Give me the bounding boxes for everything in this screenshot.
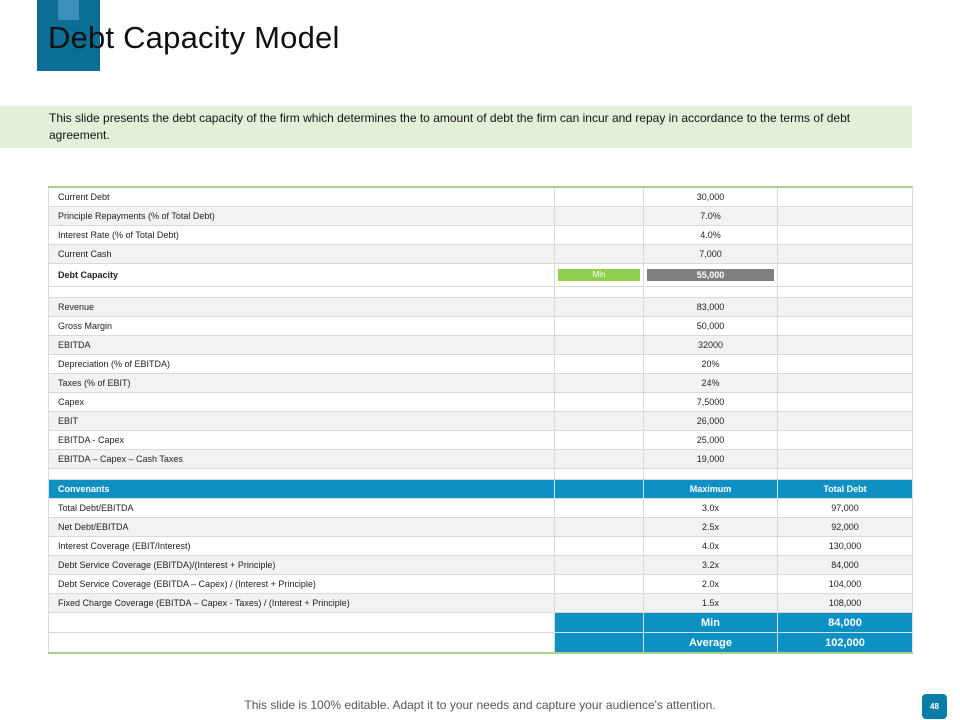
covenant-row: Total Debt/EBITDA 3.0x 97,000 — [48, 498, 913, 518]
row-value: 7.0% — [643, 206, 778, 226]
table-row: Taxes (% of EBIT) 24% — [48, 373, 913, 393]
covenant-maximum: 4.0x — [643, 536, 778, 556]
row-label: Principle Repayments (% of Total Debt) — [48, 206, 555, 226]
covenant-label: Debt Service Coverage (EBITDA)/(Interest… — [48, 555, 555, 575]
covenant-label: Interest Coverage (EBIT/Interest) — [48, 536, 555, 556]
table-row: EBIT 26,000 — [48, 411, 913, 431]
covenant-label: Debt Service Coverage (EBITDA – Capex) /… — [48, 574, 555, 594]
intro-text: This slide presents the debt capacity of… — [49, 111, 851, 142]
summary-min-label: Min — [643, 612, 778, 633]
table-row: Principle Repayments (% of Total Debt) 7.… — [48, 206, 913, 226]
debt-capacity-value: 55,000 — [647, 269, 774, 281]
row-label: Gross Margin — [48, 316, 555, 336]
total-debt-column-header: Total Debt — [777, 479, 913, 499]
debt-capacity-table: Current Debt 30,000 Principle Repayments … — [48, 186, 913, 654]
summary-average-value: 102,000 — [777, 632, 913, 654]
row-value: 50,000 — [643, 316, 778, 336]
row-label: Current Cash — [48, 244, 555, 264]
covenant-maximum: 2.0x — [643, 574, 778, 594]
row-value: 20% — [643, 354, 778, 374]
debt-capacity-row: Debt Capacity Min 55,000 — [48, 263, 913, 287]
row-label: Interest Rate (% of Total Debt) — [48, 225, 555, 245]
covenant-row: Interest Coverage (EBIT/Interest) 4.0x 130… — [48, 536, 913, 556]
debt-capacity-label: Debt Capacity — [48, 263, 555, 287]
covenant-row: Debt Service Coverage (EBITDA – Capex) /… — [48, 574, 913, 594]
maximum-column-header: Maximum — [643, 479, 778, 499]
row-label: EBITDA – Capex – Cash Taxes — [48, 449, 555, 469]
covenant-row: Debt Service Coverage (EBITDA)/(Interest… — [48, 555, 913, 575]
row-label: Depreciation (% of EBITDA) — [48, 354, 555, 374]
covenants-header-row: Convenants Maximum Total Debt — [48, 479, 913, 499]
covenant-total-debt: 84,000 — [777, 555, 913, 575]
covenant-maximum: 3.0x — [643, 498, 778, 518]
table-row: EBITDA 32000 — [48, 335, 913, 355]
summary-row-min: Min 84,000 — [48, 612, 913, 633]
covenant-total-debt: 97,000 — [777, 498, 913, 518]
covenant-label: Fixed Charge Coverage (EBITDA – Capex - … — [48, 593, 555, 613]
row-label: EBITDA - Capex — [48, 430, 555, 450]
row-label: EBIT — [48, 411, 555, 431]
spacer-row — [48, 468, 913, 480]
row-value: 19,000 — [643, 449, 778, 469]
covenant-total-debt: 92,000 — [777, 517, 913, 537]
row-label: EBITDA — [48, 335, 555, 355]
summary-row-average: Average 102,000 — [48, 632, 913, 654]
footer-text: This slide is 100% editable. Adapt it to… — [244, 698, 716, 712]
summary-average-label: Average — [643, 632, 778, 654]
row-label: Revenue — [48, 297, 555, 317]
table-row: Current Debt 30,000 — [48, 186, 913, 207]
intro-banner: This slide presents the debt capacity of… — [0, 106, 912, 148]
row-value: 32000 — [643, 335, 778, 355]
covenant-total-debt: 104,000 — [777, 574, 913, 594]
covenant-row: Fixed Charge Coverage (EBITDA – Capex - … — [48, 593, 913, 613]
row-value: 25,000 — [643, 430, 778, 450]
row-value: 7,5000 — [643, 392, 778, 412]
row-value: 26,000 — [643, 411, 778, 431]
spacer-row — [48, 286, 913, 298]
row-value: 4.0% — [643, 225, 778, 245]
covenant-total-debt: 130,000 — [777, 536, 913, 556]
table-row: Interest Rate (% of Total Debt) 4.0% — [48, 225, 913, 245]
covenant-maximum: 3.2x — [643, 555, 778, 575]
table-row: EBITDA - Capex 25,000 — [48, 430, 913, 450]
row-label: Capex — [48, 392, 555, 412]
covenants-header-label: Convenants — [48, 479, 555, 499]
page-number-badge: 48 — [922, 694, 947, 719]
row-value: 30,000 — [643, 186, 778, 207]
row-value: 83,000 — [643, 297, 778, 317]
slide-title: Debt Capacity Model — [48, 20, 340, 55]
table-row: Depreciation (% of EBITDA) 20% — [48, 354, 913, 374]
covenant-maximum: 1.5x — [643, 593, 778, 613]
covenant-total-debt: 108,000 — [777, 593, 913, 613]
min-pill: Min — [558, 269, 640, 281]
summary-min-value: 84,000 — [777, 612, 913, 633]
title-accent-notch — [58, 0, 79, 20]
covenant-label: Total Debt/EBITDA — [48, 498, 555, 518]
row-label: Current Debt — [48, 186, 555, 207]
table-row: Capex 7,5000 — [48, 392, 913, 412]
table-row: EBITDA – Capex – Cash Taxes 19,000 — [48, 449, 913, 469]
covenant-row: Net Debt/EBITDA 2.5x 92,000 — [48, 517, 913, 537]
row-label: Taxes (% of EBIT) — [48, 373, 555, 393]
table-row: Revenue 83,000 — [48, 297, 913, 317]
table-row: Current Cash 7,000 — [48, 244, 913, 264]
covenant-maximum: 2.5x — [643, 517, 778, 537]
table-row: Gross Margin 50,000 — [48, 316, 913, 336]
row-value: 7,000 — [643, 244, 778, 264]
row-value: 24% — [643, 373, 778, 393]
covenant-label: Net Debt/EBITDA — [48, 517, 555, 537]
